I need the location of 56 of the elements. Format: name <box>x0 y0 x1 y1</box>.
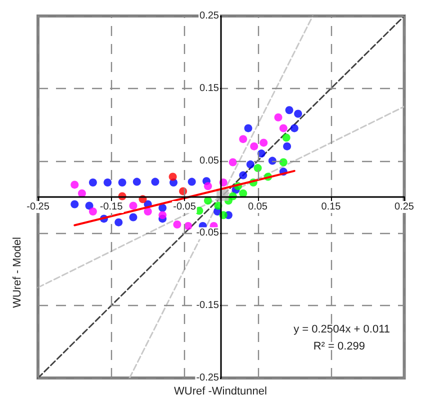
point <box>104 178 112 187</box>
point <box>279 158 288 166</box>
point <box>184 222 192 230</box>
point <box>250 142 258 150</box>
point <box>204 182 212 190</box>
point <box>144 207 152 216</box>
y-axis-title: WUref - Model <box>12 236 24 308</box>
point <box>88 207 97 216</box>
point <box>244 124 252 132</box>
point <box>294 110 302 118</box>
point <box>129 213 138 222</box>
point <box>290 124 298 132</box>
point <box>268 156 276 165</box>
point <box>246 160 254 168</box>
point <box>257 150 266 158</box>
point <box>188 178 196 186</box>
point <box>158 211 167 220</box>
x-tick-label: -0.25 <box>26 202 50 212</box>
x-tick-label: -0.05 <box>173 202 196 212</box>
x-tick-label: 0.25 <box>394 202 414 212</box>
point <box>239 189 248 198</box>
point <box>78 189 86 198</box>
point <box>168 172 177 181</box>
point <box>158 204 167 212</box>
y-tick-label: 0.15 <box>200 82 220 94</box>
point <box>132 178 141 186</box>
annotation: R² = 0.299 <box>313 340 365 352</box>
point <box>70 180 79 189</box>
point <box>114 218 123 226</box>
point <box>254 164 262 172</box>
point <box>228 158 237 166</box>
y-tick-label: -0.25 <box>196 372 220 384</box>
y-tick-label: -0.15 <box>196 300 220 312</box>
y-tick-label: 0.05 <box>200 155 220 166</box>
x-tick-label: 0.05 <box>248 202 268 212</box>
x-axis-title: WUref -Windtunnel <box>174 386 267 398</box>
annotation: y = 0.2504x + 0.011 <box>294 324 390 336</box>
point <box>283 142 292 150</box>
point <box>85 202 94 210</box>
point <box>279 124 288 132</box>
point <box>285 106 294 114</box>
point <box>239 135 248 144</box>
y-tick-label: 0.25 <box>200 10 220 22</box>
point <box>239 171 248 180</box>
point <box>118 178 126 187</box>
point <box>88 178 97 187</box>
point <box>282 134 290 142</box>
y-tick-label: -0.05 <box>196 228 220 239</box>
point <box>129 202 138 210</box>
point <box>151 178 160 186</box>
x-tick-label: -0.15 <box>100 202 124 212</box>
point <box>70 200 79 208</box>
x-tick-label: 0.15 <box>321 202 342 212</box>
point <box>173 220 182 229</box>
point <box>274 113 282 122</box>
point <box>260 138 268 147</box>
